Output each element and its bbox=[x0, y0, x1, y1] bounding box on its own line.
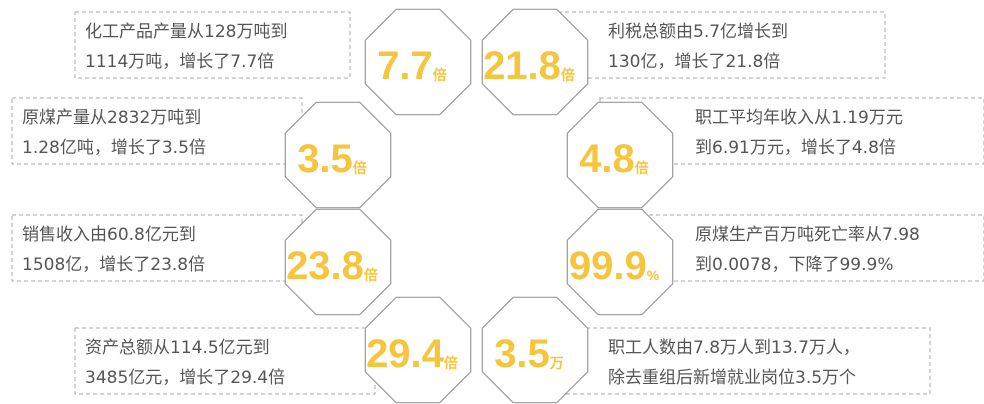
badge: 4.8倍 bbox=[566, 101, 674, 209]
badge: 99.9% bbox=[566, 208, 674, 316]
badge: 23.8倍 bbox=[284, 208, 392, 316]
value: 3.5 bbox=[494, 332, 550, 376]
octagon bbox=[481, 296, 589, 404]
value: 21.8 bbox=[483, 44, 561, 88]
description: 原煤产量从2832万吨到 bbox=[22, 108, 201, 128]
item: 原煤生产百万吨死亡率从7.98 到0.0078，下降了99.9% bbox=[599, 214, 984, 282]
description: 化工产品产量从128万吨到 bbox=[85, 22, 287, 42]
unit: 倍 bbox=[444, 355, 458, 371]
big-number: 7.7倍 bbox=[377, 44, 447, 88]
octagon bbox=[364, 8, 472, 116]
item: 资产总额从114.5亿元到 3485亿元，增长了29.4倍 bbox=[74, 327, 376, 395]
octagon bbox=[566, 101, 674, 209]
octagon bbox=[364, 296, 472, 404]
big-number: 3.5万 bbox=[494, 332, 564, 376]
description: 130亿，增长了21.8倍 bbox=[608, 52, 780, 72]
badge: 21.8倍 bbox=[481, 8, 589, 116]
description: 到0.0078，下降了99.9% bbox=[695, 255, 894, 275]
description: 1.28亿吨，增长了3.5倍 bbox=[22, 138, 206, 158]
item: 利税总额由5.7亿增长到 130亿，增长了21.8倍 bbox=[529, 11, 886, 79]
badge: 29.4倍 bbox=[364, 296, 472, 404]
value: 7.7 bbox=[377, 44, 433, 88]
item: 职工人数由7.8万人到13.7万人， 除去重组后新增就业岗位3.5万个 bbox=[529, 327, 931, 395]
item: 原煤产量从2832万吨到 1.28亿吨，增长了3.5倍 bbox=[11, 97, 303, 165]
item: 化工产品产量从128万吨到 1114万吨，增长了7.7倍 bbox=[74, 11, 351, 79]
big-number: 23.8倍 bbox=[286, 244, 378, 288]
dashed-box bbox=[599, 97, 984, 165]
octagon bbox=[481, 8, 589, 116]
big-number: 29.4倍 bbox=[366, 332, 458, 376]
octagon bbox=[284, 208, 392, 316]
big-number: 4.8倍 bbox=[579, 137, 649, 181]
value: 4.8 bbox=[579, 137, 635, 181]
dashed-box bbox=[599, 214, 984, 282]
unit: 倍 bbox=[433, 67, 447, 83]
value: 3.5 bbox=[297, 137, 353, 181]
unit: 倍 bbox=[635, 160, 649, 176]
description: 除去重组后新增就业岗位3.5万个 bbox=[608, 368, 856, 388]
unit: 倍 bbox=[561, 67, 575, 83]
big-number: 21.8倍 bbox=[483, 44, 575, 88]
octagon bbox=[284, 101, 392, 209]
big-number: 3.5倍 bbox=[297, 137, 367, 181]
octagon bbox=[566, 208, 674, 316]
item: 销售收入由60.8亿元到 1508亿，增长了23.8倍 bbox=[11, 214, 303, 282]
value: 99.9 bbox=[569, 244, 647, 288]
badge: 3.5倍 bbox=[284, 101, 392, 209]
unit: 倍 bbox=[364, 267, 378, 283]
description: 职工人数由7.8万人到13.7万人， bbox=[608, 338, 860, 358]
description: 资产总额从114.5亿元到 bbox=[85, 338, 270, 358]
description: 1508亿，增长了23.8倍 bbox=[22, 255, 205, 275]
description: 到6.91万元，增长了4.8倍 bbox=[695, 138, 896, 158]
description: 利税总额由5.7亿增长到 bbox=[608, 22, 788, 42]
description: 销售收入由60.8亿元到 bbox=[22, 225, 196, 245]
dashed-box bbox=[74, 11, 351, 79]
big-number: 99.9% bbox=[569, 244, 660, 288]
unit: 倍 bbox=[353, 160, 367, 176]
description: 1114万吨，增长了7.7倍 bbox=[85, 52, 274, 72]
unit: % bbox=[647, 267, 660, 283]
unit: 万 bbox=[549, 355, 564, 371]
description: 原煤生产百万吨死亡率从7.98 bbox=[695, 225, 920, 245]
value: 23.8 bbox=[286, 244, 364, 288]
badge: 3.5万 bbox=[481, 296, 589, 404]
value: 29.4 bbox=[366, 332, 445, 376]
badge: 7.7倍 bbox=[364, 8, 472, 116]
description: 职工平均年收入从1.19万元 bbox=[695, 108, 903, 128]
description: 3485亿元，增长了29.4倍 bbox=[85, 368, 285, 388]
